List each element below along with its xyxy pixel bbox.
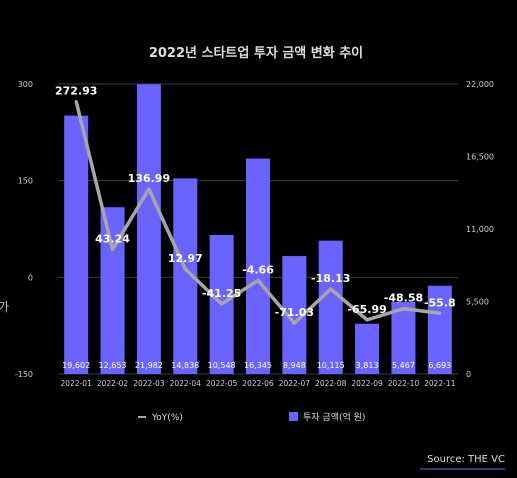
bar-value-label: 6,693 bbox=[428, 361, 451, 370]
legend: YoY(%) 투자 금액(억 원) bbox=[138, 411, 365, 423]
bar-value-label: 16,345 bbox=[244, 361, 272, 370]
yoy-value-label: -65.99 bbox=[347, 303, 386, 316]
right-tick-label: 16,500 bbox=[466, 153, 494, 162]
x-tick-label: 2022-07 bbox=[279, 379, 311, 388]
yoy-value-label: -55.8 bbox=[424, 296, 456, 309]
legend-investment[interactable]: 투자 금액(억 원) bbox=[303, 411, 365, 423]
right-tick-label: 11,000 bbox=[466, 225, 494, 234]
bar bbox=[246, 158, 270, 374]
bar-value-label: 3,813 bbox=[356, 361, 379, 370]
x-tick-label: 2022-02 bbox=[97, 379, 129, 388]
yoy-point bbox=[220, 302, 224, 306]
left-tick-label: -150 bbox=[15, 370, 33, 379]
bar bbox=[318, 240, 343, 374]
bar bbox=[136, 84, 161, 374]
yoy-point bbox=[365, 318, 369, 322]
x-tick-label: 2022-03 bbox=[133, 379, 165, 388]
yoy-value-label: -41.25 bbox=[202, 287, 241, 300]
yoy-value-label: -71.03 bbox=[275, 306, 314, 319]
bar-value-label: 21,982 bbox=[135, 361, 163, 370]
x-tick-label: 2022-11 bbox=[424, 379, 456, 388]
chart-title: 2022년 스타트업 투자 금액 변화 추이 bbox=[149, 45, 363, 61]
x-tick-label: 2022-09 bbox=[351, 379, 383, 388]
bar-value-labels: 19,602 12,653 21,982 14,838 10,548 16,345 8,94… bbox=[62, 361, 451, 370]
bar bbox=[427, 285, 452, 374]
bar-series bbox=[64, 84, 452, 375]
bar bbox=[64, 115, 89, 375]
legend-bar-swatch bbox=[289, 412, 298, 421]
yoy-point bbox=[183, 267, 187, 271]
left-tick-label: 150 bbox=[18, 177, 33, 186]
line-series bbox=[74, 99, 442, 325]
yoy-point bbox=[74, 99, 78, 103]
yoy-point bbox=[147, 187, 151, 191]
bar-value-label: 19,602 bbox=[62, 361, 90, 370]
left-tick-label: 0 bbox=[28, 273, 33, 282]
right-tick-label: 0 bbox=[466, 370, 471, 379]
bar-value-label: 10,548 bbox=[208, 361, 236, 370]
yoy-value-label: -4.66 bbox=[242, 263, 274, 276]
right-axis: 22,000 16,500 11,000 5,500 0 bbox=[466, 80, 494, 379]
x-axis: 2022-01 2022-02 2022-03 2022-04 2022-05 2022-… bbox=[61, 379, 456, 388]
yoy-point bbox=[292, 321, 296, 325]
bar bbox=[355, 323, 380, 374]
x-tick-label: 2022-10 bbox=[388, 379, 420, 388]
yoy-value-label: 136.99 bbox=[128, 172, 170, 185]
yoy-value-label: 43.24 bbox=[95, 232, 130, 245]
legend-yoy[interactable]: YoY(%) bbox=[151, 413, 183, 423]
bar-value-label: 10,115 bbox=[317, 361, 345, 370]
right-tick-label: 5,500 bbox=[466, 298, 489, 307]
x-tick-label: 2022-04 bbox=[170, 379, 202, 388]
cropped-side-text: 가 bbox=[0, 300, 9, 314]
yoy-point bbox=[111, 247, 115, 251]
bar-value-label: 12,653 bbox=[99, 361, 127, 370]
yoy-point bbox=[401, 307, 405, 311]
yoy-value-label: 12.97 bbox=[168, 252, 203, 265]
bar-value-label: 14,838 bbox=[171, 361, 199, 370]
bar bbox=[391, 301, 416, 374]
yoy-point bbox=[329, 287, 333, 291]
source-credit: Source: THE VC bbox=[427, 454, 505, 465]
yoy-value-label: -48.58 bbox=[384, 292, 423, 305]
yoy-point bbox=[256, 278, 260, 282]
yoy-value-label: 272.93 bbox=[55, 84, 97, 97]
line-value-labels: 272.93 43.24 136.99 12.97 -41.25-4.66 -71.03 -… bbox=[55, 84, 456, 319]
left-tick-label: 300 bbox=[18, 80, 33, 89]
x-tick-label: 2022-06 bbox=[242, 379, 274, 388]
left-axis: 300 150 0 -150 bbox=[15, 80, 33, 379]
x-tick-label: 2022-08 bbox=[315, 379, 347, 388]
right-tick-label: 22,000 bbox=[466, 80, 494, 89]
yoy-value-label: -18.13 bbox=[311, 272, 350, 285]
bar-value-label: 8,948 bbox=[283, 361, 306, 370]
yoy-point bbox=[438, 311, 442, 315]
x-tick-label: 2022-05 bbox=[206, 379, 238, 388]
x-tick-label: 2022-01 bbox=[61, 379, 93, 388]
bar-value-label: 5,467 bbox=[392, 361, 415, 370]
